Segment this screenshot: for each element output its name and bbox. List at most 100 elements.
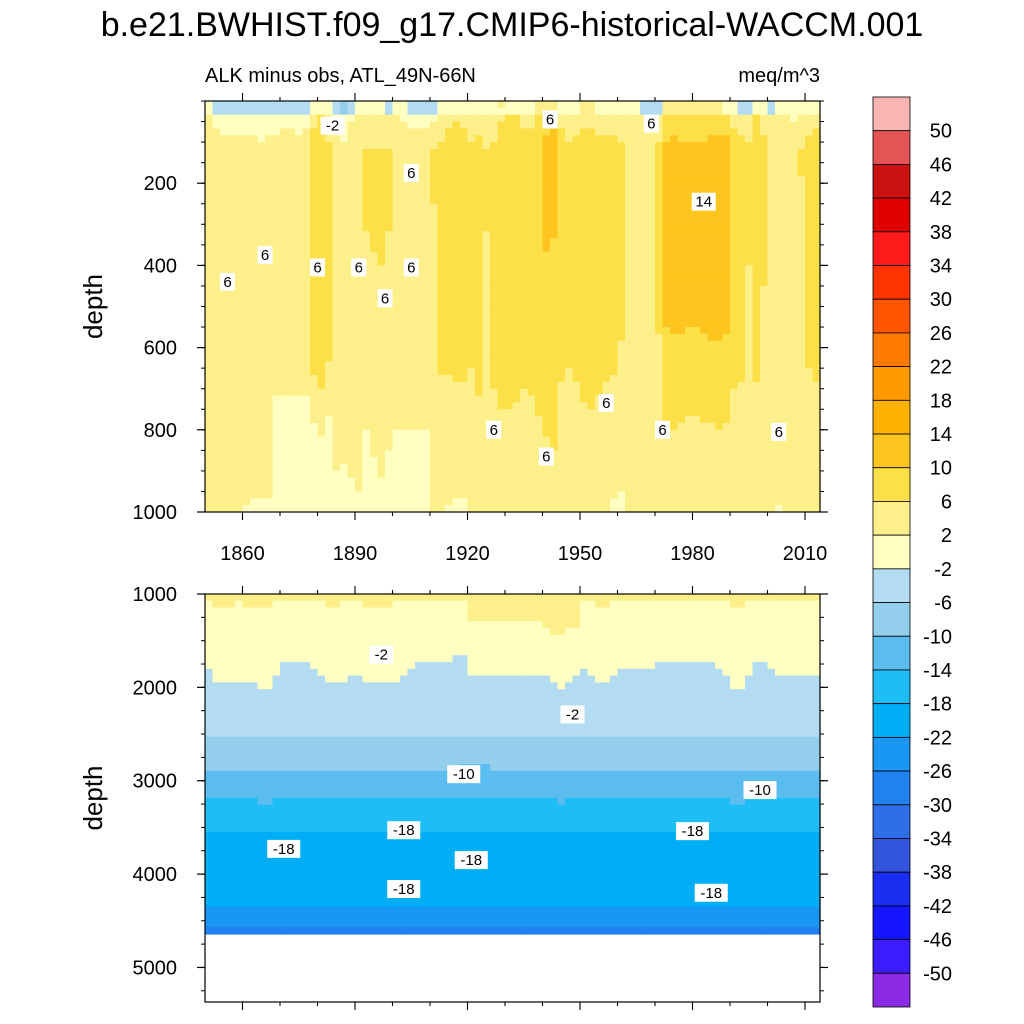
field-cell bbox=[377, 265, 386, 273]
field-cell bbox=[692, 470, 701, 479]
field-cell bbox=[280, 272, 289, 280]
field-cell bbox=[235, 320, 244, 328]
field-cell bbox=[677, 231, 686, 239]
field-cell bbox=[362, 135, 371, 143]
field-cell bbox=[775, 470, 784, 479]
field-cell bbox=[692, 498, 701, 506]
field-cell bbox=[767, 464, 776, 472]
field-cell bbox=[280, 101, 289, 109]
field-cell bbox=[452, 203, 461, 212]
field-cell bbox=[317, 327, 326, 335]
field-cell bbox=[745, 107, 754, 116]
field-cell bbox=[572, 354, 581, 362]
field-cell bbox=[347, 416, 356, 424]
field-cell bbox=[790, 416, 799, 424]
field-cell bbox=[550, 388, 559, 397]
field-cell bbox=[685, 183, 694, 191]
field-cell bbox=[760, 470, 769, 479]
field-cell bbox=[565, 477, 574, 486]
field-cell bbox=[557, 368, 566, 376]
field-cell bbox=[685, 155, 694, 164]
field-cell bbox=[467, 162, 476, 171]
field-cell bbox=[527, 292, 536, 301]
field-cell bbox=[205, 505, 214, 513]
field-cell bbox=[737, 272, 746, 280]
field-cell bbox=[242, 114, 251, 123]
field-cell bbox=[227, 121, 236, 129]
field-cell bbox=[295, 148, 304, 157]
field-cell bbox=[730, 443, 739, 451]
field-cell bbox=[685, 422, 694, 431]
field-cell bbox=[550, 142, 559, 150]
field-cell bbox=[715, 279, 724, 287]
field-cell bbox=[505, 258, 514, 266]
field-cell bbox=[310, 464, 319, 472]
field-cell bbox=[512, 224, 521, 232]
field-cell bbox=[212, 416, 221, 424]
field-cell bbox=[520, 381, 529, 390]
field-cell bbox=[482, 299, 491, 308]
field-cell bbox=[715, 265, 724, 273]
field-cell bbox=[730, 368, 739, 376]
field-cell bbox=[760, 320, 769, 328]
field-cell bbox=[805, 265, 814, 273]
field-cell bbox=[272, 491, 281, 499]
field-cell bbox=[625, 210, 634, 219]
field-cell bbox=[242, 422, 251, 431]
field-cell bbox=[212, 491, 221, 499]
field-cell bbox=[700, 155, 709, 164]
field-cell bbox=[587, 190, 596, 198]
field-cell bbox=[317, 498, 326, 506]
field-cell bbox=[542, 395, 551, 403]
field-cell bbox=[280, 347, 289, 356]
field-cell bbox=[752, 470, 761, 479]
field-cell bbox=[580, 251, 589, 260]
field-cell bbox=[632, 107, 641, 116]
field-cell bbox=[595, 231, 604, 239]
field-cell bbox=[370, 148, 379, 157]
field-cell bbox=[760, 498, 769, 506]
field-cell bbox=[655, 361, 664, 369]
field-cell bbox=[512, 498, 521, 506]
field-cell bbox=[265, 368, 274, 376]
field-cell bbox=[647, 388, 656, 397]
field-cell bbox=[670, 128, 679, 136]
field-cell bbox=[745, 231, 754, 239]
field-cell bbox=[715, 457, 724, 465]
field-cell bbox=[707, 258, 716, 266]
field-cell bbox=[580, 395, 589, 403]
field-cell bbox=[587, 375, 596, 383]
field-cell bbox=[797, 457, 806, 465]
field-cell bbox=[625, 190, 634, 198]
field-cell bbox=[805, 450, 814, 458]
field-cell bbox=[640, 429, 649, 438]
field-cell bbox=[632, 443, 641, 451]
field-cell bbox=[557, 498, 566, 506]
field-cell bbox=[392, 498, 401, 506]
field-cell bbox=[632, 210, 641, 219]
field-cell bbox=[535, 354, 544, 362]
field-cell bbox=[437, 464, 446, 472]
field-cell bbox=[317, 429, 326, 438]
field-cell bbox=[677, 436, 686, 445]
field-cell bbox=[505, 354, 514, 362]
field-cell bbox=[632, 203, 641, 212]
field-cell bbox=[347, 176, 356, 184]
field-cell bbox=[385, 121, 394, 129]
field-cell bbox=[467, 381, 476, 390]
field-cell bbox=[460, 361, 469, 369]
field-cell bbox=[265, 361, 274, 369]
field-cell bbox=[467, 340, 476, 349]
field-cell bbox=[587, 292, 596, 301]
field-cell bbox=[452, 210, 461, 219]
field-cell bbox=[415, 395, 424, 403]
field-cell bbox=[250, 238, 259, 246]
field-cell bbox=[715, 258, 724, 266]
field-cell bbox=[445, 368, 454, 376]
field-cell bbox=[707, 162, 716, 171]
field-cell bbox=[602, 416, 611, 424]
field-cell bbox=[790, 107, 799, 116]
field-cell bbox=[250, 203, 259, 212]
field-cell bbox=[737, 196, 746, 205]
field-cell bbox=[407, 388, 416, 397]
